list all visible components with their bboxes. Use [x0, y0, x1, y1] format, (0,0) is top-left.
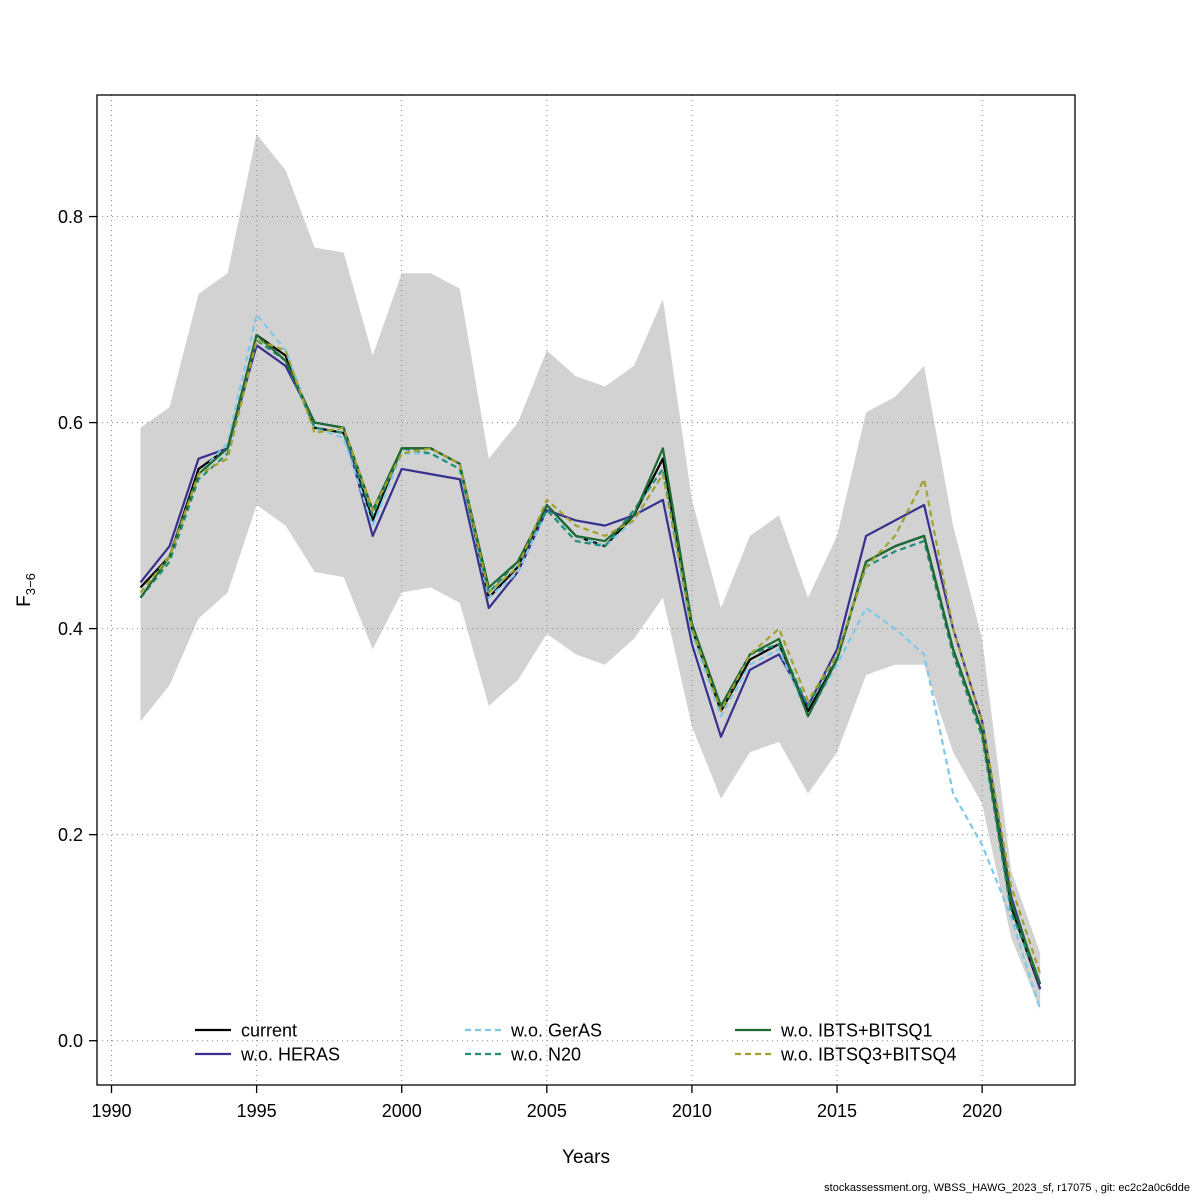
y-tick-label: 0.2: [58, 825, 83, 845]
y-axis-label-main: F: [14, 595, 36, 607]
legend-label-w-o-n20: w.o. N20: [510, 1044, 581, 1064]
y-tick-label: 0.8: [58, 207, 83, 227]
y-tick-label: 0.4: [58, 619, 83, 639]
x-tick-label: 2020: [962, 1101, 1002, 1121]
x-axis-label: Years: [562, 1147, 610, 1168]
series-line-w-o-geras: [139, 313, 1042, 1011]
series-line-w-o-heras: [139, 344, 1042, 990]
y-axis-label-sub: 3−6: [22, 573, 38, 596]
x-tick-label: 2010: [672, 1101, 712, 1121]
x-tick-label: 2015: [817, 1101, 857, 1121]
legend-label-w-o-ibts-bitsq1: w.o. IBTS+BITSQ1: [780, 1020, 933, 1040]
plot-border: [96, 94, 1076, 1086]
legend-label-w-o-geras: w.o. GerAS: [510, 1020, 602, 1040]
series-line-w-o-n20: [139, 339, 1042, 985]
legend-label-w-o-heras: w.o. HERAS: [240, 1044, 340, 1064]
series-line-w-o-ibtsq3-bitsq4: [139, 339, 1042, 975]
y-axis-label: F3−6: [14, 573, 38, 607]
legend-label-current: current: [241, 1020, 297, 1040]
x-tick-label: 1990: [91, 1101, 131, 1121]
legend-label-w-o-ibtsq3-bitsq4: w.o. IBTSQ3+BITSQ4: [780, 1044, 957, 1064]
y-tick-label: 0.6: [58, 413, 83, 433]
series-line-w-o-ibts-bitsq1: [139, 333, 1042, 985]
y-tick-label: 0.0: [58, 1031, 83, 1051]
x-tick-label: 2005: [527, 1101, 567, 1121]
x-tick-label: 2000: [382, 1101, 422, 1121]
x-tick-label: 1995: [237, 1101, 277, 1121]
confidence-band: [140, 134, 1041, 1010]
footer-attribution: stockassessment.org, WBSS_HAWG_2023_sf, …: [824, 1182, 1190, 1194]
